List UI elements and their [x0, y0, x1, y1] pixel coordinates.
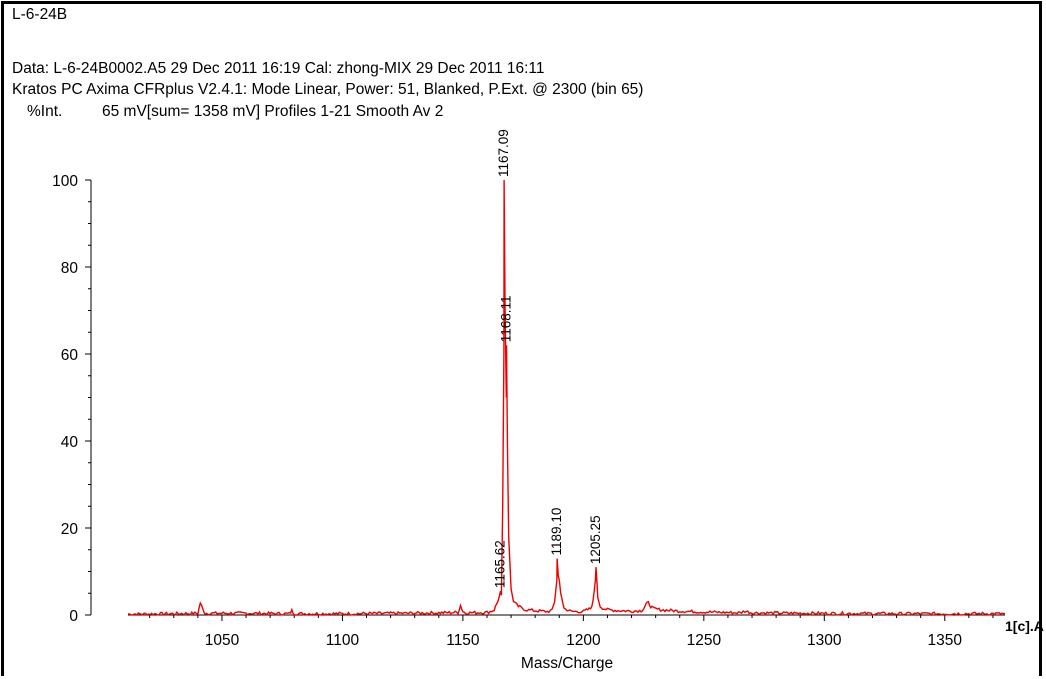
peak-label: 1165.62 — [493, 540, 508, 588]
x-tick-label: 1350 — [928, 632, 963, 649]
acquisition-info-line: 65 mV[sum= 1358 mV] Profiles 1-21 Smooth… — [102, 103, 444, 120]
peak-label: 1205.25 — [588, 515, 603, 564]
y-tick-label: 20 — [61, 521, 79, 538]
x-tick-label: 1300 — [807, 632, 842, 649]
y-tick-label: 80 — [61, 260, 79, 277]
y-tick-label: 100 — [52, 173, 78, 190]
peak-label: 1168.11 — [499, 296, 514, 343]
peak-labels: 1165.62 1167.09 1168.11 1189.10 1205.25 — [493, 129, 603, 588]
data-info-line: Data: L-6-24B0002.A5 29 Dec 2011 16:19 C… — [12, 60, 545, 77]
sample-title: L-6-24B — [12, 6, 68, 23]
axes: 0 20 40 60 80 100 1050 1100 1150 1200 1250 1300 1350 — [52, 173, 1005, 649]
y-axis-label: %Int. — [27, 103, 63, 120]
spectrum-line — [127, 179, 1006, 617]
y-tick-label: 60 — [61, 347, 79, 364]
x-tick-label: 1100 — [326, 632, 360, 649]
x-tick-label: 1200 — [566, 632, 601, 649]
peak-label: 1189.10 — [549, 508, 564, 556]
spectrum-id-label: 1[c].A — [1005, 618, 1044, 634]
y-tick-label: 40 — [61, 434, 79, 451]
x-tick-label: 1050 — [205, 632, 240, 649]
instrument-info-line: Kratos PC Axima CFRplus V2.4.1: Mode Lin… — [12, 81, 644, 98]
peak-label: 1167.09 — [496, 129, 511, 177]
x-tick-label: 1250 — [687, 632, 722, 649]
x-tick-label: 1150 — [446, 632, 480, 649]
x-axis-label: Mass/Charge — [521, 655, 613, 672]
y-tick-label: 0 — [69, 608, 78, 625]
